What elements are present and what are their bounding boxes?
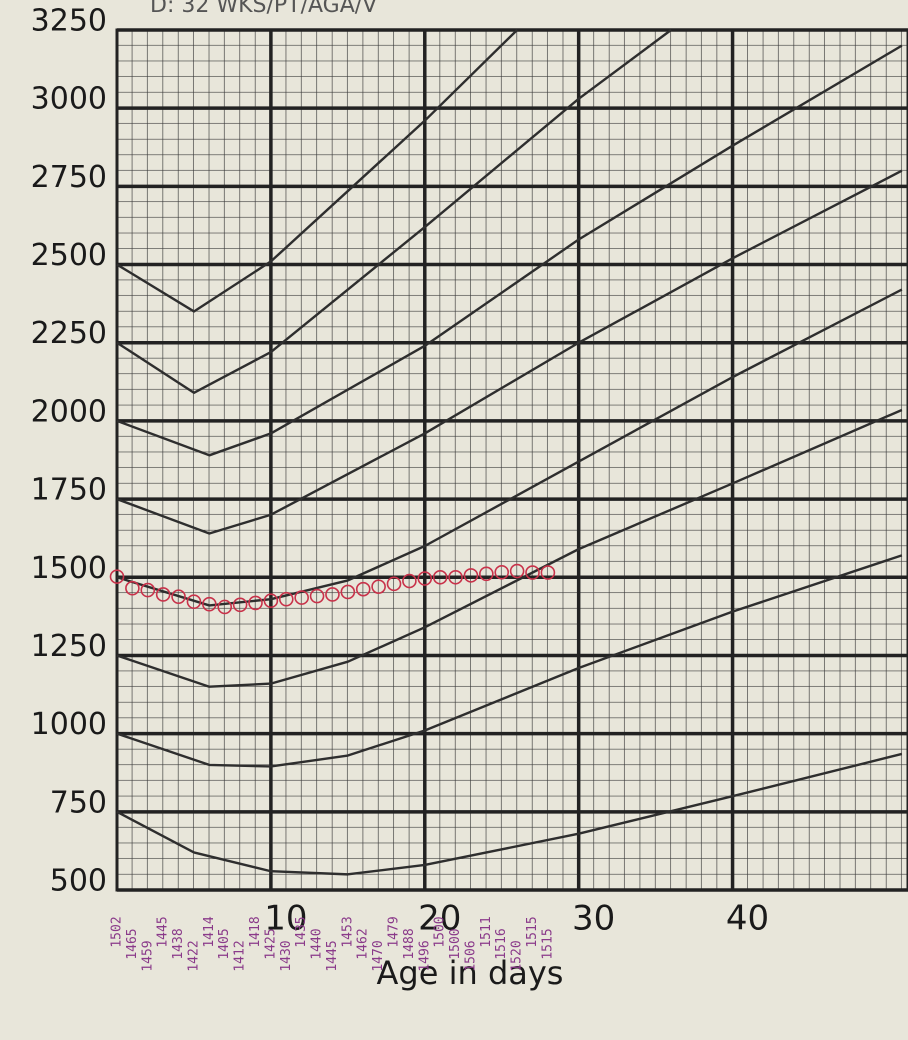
handwritten-value: 1430 bbox=[279, 940, 294, 971]
y-tick-label: 1750 bbox=[31, 473, 107, 508]
handwritten-value: 1502 bbox=[110, 916, 125, 947]
handwritten-value: 1445 bbox=[325, 940, 340, 971]
handwritten-value: 1414 bbox=[202, 916, 217, 947]
y-tick-label: 3000 bbox=[31, 82, 107, 117]
chart: D: 32 WKS/PT/AGA/V Age in days 500750100… bbox=[0, 0, 908, 1040]
handwritten-value: 1422 bbox=[186, 940, 201, 971]
handwritten-value: 1440 bbox=[310, 928, 325, 959]
handwritten-value: 1453 bbox=[340, 916, 355, 947]
handwritten-value: 1425 bbox=[263, 928, 278, 959]
y-tick-label: 3250 bbox=[31, 4, 107, 39]
handwritten-value: 1435 bbox=[294, 916, 309, 947]
handwritten-value: 1479 bbox=[387, 916, 402, 947]
y-tick-label: 500 bbox=[50, 864, 107, 899]
y-tick-label: 2500 bbox=[31, 238, 107, 273]
handwritten-value: 1506 bbox=[463, 940, 478, 971]
handwritten-value: 1418 bbox=[248, 916, 263, 947]
handwritten-value: 1500 bbox=[433, 916, 448, 947]
handwritten-value: 1496 bbox=[417, 940, 432, 971]
handwritten-value: 1488 bbox=[402, 928, 417, 959]
y-tick-label: 2000 bbox=[31, 394, 107, 429]
handwritten-value: 1459 bbox=[140, 940, 155, 971]
y-tick-label: 1500 bbox=[31, 551, 107, 586]
handwritten-value: 1511 bbox=[479, 916, 494, 947]
handwritten-value: 1470 bbox=[371, 940, 386, 971]
handwritten-value: 1516 bbox=[494, 928, 509, 959]
y-tick-label: 2250 bbox=[31, 316, 107, 351]
handwritten-value: 1515 bbox=[540, 928, 555, 959]
handwritten-value: 1405 bbox=[217, 928, 232, 959]
handwritten-value: 1465 bbox=[125, 928, 140, 959]
y-tick-label: 1250 bbox=[31, 629, 107, 664]
x-tick-label: 30 bbox=[572, 899, 615, 939]
y-tick-label: 750 bbox=[50, 785, 107, 820]
y-tick-label: 2750 bbox=[31, 160, 107, 195]
handwritten-value: 1500 bbox=[448, 928, 463, 959]
handwritten-value: 1412 bbox=[233, 940, 248, 971]
y-tick-label: 1000 bbox=[31, 707, 107, 742]
handwritten-value: 1445 bbox=[156, 916, 171, 947]
handwritten-value: 1515 bbox=[525, 916, 540, 947]
handwritten-value: 1520 bbox=[510, 940, 525, 971]
handwritten-value: 1438 bbox=[171, 928, 186, 959]
x-tick-label: 40 bbox=[726, 899, 769, 939]
chart-title: D: 32 WKS/PT/AGA/V bbox=[150, 0, 377, 18]
handwritten-value: 1462 bbox=[356, 928, 371, 959]
